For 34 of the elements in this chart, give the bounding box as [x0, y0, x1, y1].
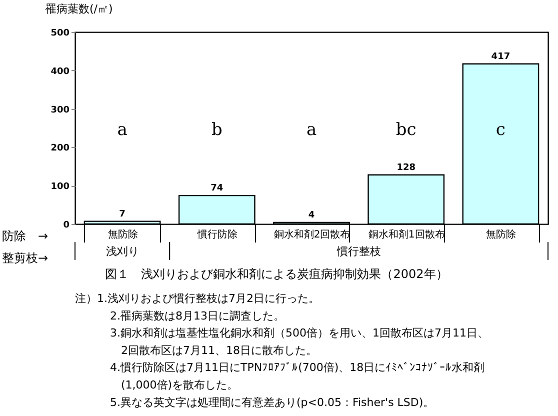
x-tick-label: 無防除 [108, 228, 138, 240]
y-axis-title: 罹病葉数(/㎡) [44, 2, 113, 16]
text: 2.罹病葉数は8月13日に調査した。 [110, 309, 284, 322]
text: 注）1.浅刈りおよび慣行整枝は7月2日に行った。 [75, 292, 320, 305]
text: 2回散布区は7月11、18日に散布した。 [121, 344, 317, 357]
y-tick-label: 400 [50, 66, 70, 77]
annotation: bc [396, 120, 416, 140]
y-tick-label: 300 [50, 105, 70, 116]
x-tick-label: 慣行防除 [196, 228, 238, 240]
y-tick-label: 500 [50, 28, 70, 38]
data-label: 417 [491, 52, 510, 62]
y-tick-label: 0 [63, 220, 70, 230]
x-tick-label: 銅水和剤1回散布 [368, 228, 445, 240]
text: 浅刈り [106, 245, 139, 258]
x-tick-label: 銅水和剤2回散布 [274, 228, 350, 240]
annotation: c [496, 120, 506, 140]
data-label: 74 [210, 184, 224, 194]
text: 3.銅水和剤は塩基性塩化銅水和剤（500倍）を用い、1回散布区は7月11日、 [110, 326, 488, 340]
data-label: 128 [396, 162, 416, 173]
y-tick-label: 100 [50, 182, 70, 192]
x-tick-label: 無防除 [486, 228, 516, 240]
data-label: 4 [308, 210, 315, 220]
annotation: b [211, 120, 222, 140]
text: 防除 → [2, 229, 48, 243]
y-tick-label: 200 [50, 144, 70, 154]
annotation: a [117, 120, 128, 140]
text: (1,000倍)を散布した。 [121, 378, 238, 392]
text: 整剪枝→ [2, 251, 48, 265]
text: 慣行整枝 [336, 245, 381, 258]
text: 図１ 浅刈りおよび銅水和剤による炭疽病抑制効果（2002年） [105, 267, 448, 281]
text: 5.異なる英文字は処理間に有意差あり(p<0.05：Fisher's LSD)。 [110, 396, 434, 409]
text: 4.慣行防除区は7月11日にTPNﾌﾛｱﾌﾞﾙ(700倍)、18日にｲﾐﾍﾞﾝｺﾅｿﾞｰﾙ水和剤 [110, 361, 485, 374]
annotation: a [306, 120, 317, 140]
data-label: 7 [119, 209, 126, 220]
